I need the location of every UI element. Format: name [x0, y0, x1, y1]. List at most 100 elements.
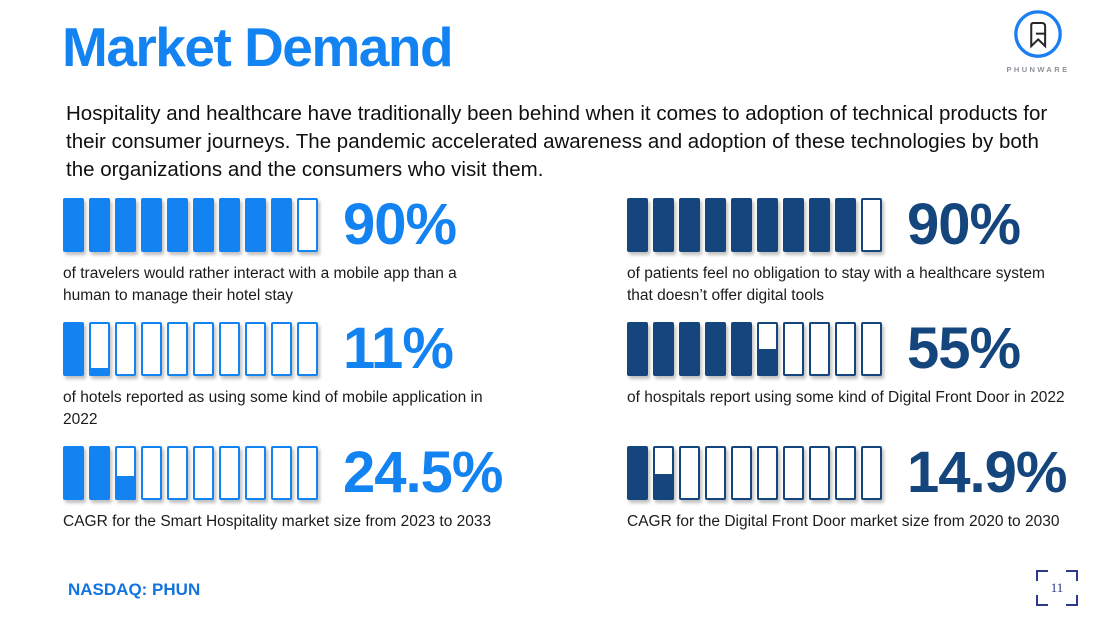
page-number: 11: [1050, 580, 1064, 595]
pictograph-block: [141, 446, 162, 500]
pictograph-block: [705, 446, 726, 500]
pictograph-block: [627, 446, 648, 500]
stat-cagr-digital-front-door: 14.9% CAGR for the Digital Front Door ma…: [627, 439, 1100, 570]
nasdaq-ticker: NASDAQ: PHUN: [68, 580, 201, 599]
pictograph-block: [731, 198, 752, 252]
pictograph-block: [167, 446, 188, 500]
pictograph-row: 11%: [63, 315, 627, 381]
pictograph-row: 90%: [63, 191, 627, 257]
pictograph-block: [193, 446, 214, 500]
pictograph-block: [679, 322, 700, 376]
pictograph-block: [757, 446, 778, 500]
pictograph-block: [271, 446, 292, 500]
pictograph-row: 55%: [627, 315, 1100, 381]
pictograph-block: [245, 446, 266, 500]
pictograph-blocks: [627, 198, 882, 252]
pictograph-block: [835, 446, 856, 500]
pictograph-block: [63, 446, 84, 500]
stat-caption: of hotels reported as using some kind of…: [63, 389, 483, 428]
pictograph-block: [861, 446, 882, 500]
page-number-marker: 11: [1036, 570, 1078, 606]
pictograph-blocks: [63, 322, 318, 376]
pictograph-block: [297, 446, 318, 500]
pictograph-row: 90%: [627, 191, 1100, 257]
pictograph-block: [271, 322, 292, 376]
stat-percent: 24.5%: [343, 439, 503, 505]
pictograph-block: [783, 198, 804, 252]
pictograph-block: [115, 446, 136, 500]
bracket-corner-icon: [1036, 595, 1048, 606]
stat-patients-digital-tools: 90% of patients feel no obligation to st…: [627, 191, 1100, 322]
pictograph-partial-fill: [115, 475, 136, 500]
pictograph-block: [245, 198, 266, 252]
pictograph-partial-fill: [757, 349, 778, 376]
pictograph-block: [219, 322, 240, 376]
pictograph-blocks: [63, 446, 318, 500]
pictograph-block: [297, 322, 318, 376]
pictograph-block: [167, 322, 188, 376]
pictograph-row: 24.5%: [63, 439, 627, 505]
pictograph-block: [653, 322, 674, 376]
stat-percent: 55%: [907, 315, 1021, 381]
stats-grid: 90% of travelers would rather interact w…: [63, 191, 1100, 570]
bracket-corner-icon: [1066, 595, 1078, 606]
pictograph-block: [809, 322, 830, 376]
pictograph-block: [167, 198, 188, 252]
pictograph-block: [245, 322, 266, 376]
pictograph-block: [653, 446, 674, 500]
pictograph-block: [757, 198, 778, 252]
stat-percent: 14.9%: [907, 439, 1067, 505]
stat-caption: CAGR for the Smart Hospitality market si…: [63, 513, 492, 530]
company-logo: PHUNWARE: [992, 8, 1084, 74]
pictograph-block: [861, 322, 882, 376]
bracket-corner-icon: [1066, 570, 1078, 581]
stat-caption: CAGR for the Digital Front Door market s…: [627, 513, 1060, 530]
stat-caption: of travelers would rather interact with …: [63, 265, 457, 304]
pictograph-block: [809, 198, 830, 252]
pictograph-partial-fill: [653, 473, 674, 500]
bracket-corner-icon: [1036, 570, 1048, 581]
pictograph-partial-fill: [89, 367, 110, 376]
pictograph-block: [835, 322, 856, 376]
pictograph-block: [783, 446, 804, 500]
pictograph-block: [297, 198, 318, 252]
pictograph-blocks: [627, 322, 882, 376]
stat-hospitals-digital-front-door: 55% of hospitals report using some kind …: [627, 315, 1100, 446]
phunware-pw-monogram-icon: [992, 8, 1084, 62]
pictograph-block: [193, 198, 214, 252]
pictograph-block: [705, 198, 726, 252]
stat-percent: 90%: [907, 191, 1021, 257]
pictograph-block: [705, 322, 726, 376]
pictograph-block: [115, 322, 136, 376]
pictograph-block: [89, 198, 110, 252]
stat-travelers-mobile-app: 90% of travelers would rather interact w…: [63, 191, 627, 322]
pictograph-block: [861, 198, 882, 252]
pictograph-blocks: [63, 198, 318, 252]
pictograph-block: [271, 198, 292, 252]
pictograph-block: [731, 446, 752, 500]
intro-paragraph: Hospitality and healthcare have traditio…: [66, 102, 1048, 182]
pictograph-block: [757, 322, 778, 376]
pictograph-block: [141, 322, 162, 376]
pictograph-block: [219, 446, 240, 500]
pictograph-block: [783, 322, 804, 376]
pictograph-block: [115, 198, 136, 252]
pictograph-block: [193, 322, 214, 376]
stat-percent: 90%: [343, 191, 457, 257]
stat-hotels-mobile-application: 11% of hotels reported as using some kin…: [63, 315, 627, 446]
pictograph-block: [63, 198, 84, 252]
pictograph-block: [89, 446, 110, 500]
pictograph-block: [731, 322, 752, 376]
pictograph-block: [219, 198, 240, 252]
stat-percent: 11%: [343, 315, 454, 381]
pictograph-row: 14.9%: [627, 439, 1100, 505]
pictograph-block: [63, 322, 84, 376]
pictograph-block: [653, 198, 674, 252]
stat-caption: of patients feel no obligation to stay w…: [627, 265, 1045, 304]
pictograph-block: [809, 446, 830, 500]
pictograph-block: [835, 198, 856, 252]
pictograph-block: [89, 322, 110, 376]
stat-cagr-smart-hospitality: 24.5% CAGR for the Smart Hospitality mar…: [63, 439, 627, 570]
pictograph-block: [679, 446, 700, 500]
